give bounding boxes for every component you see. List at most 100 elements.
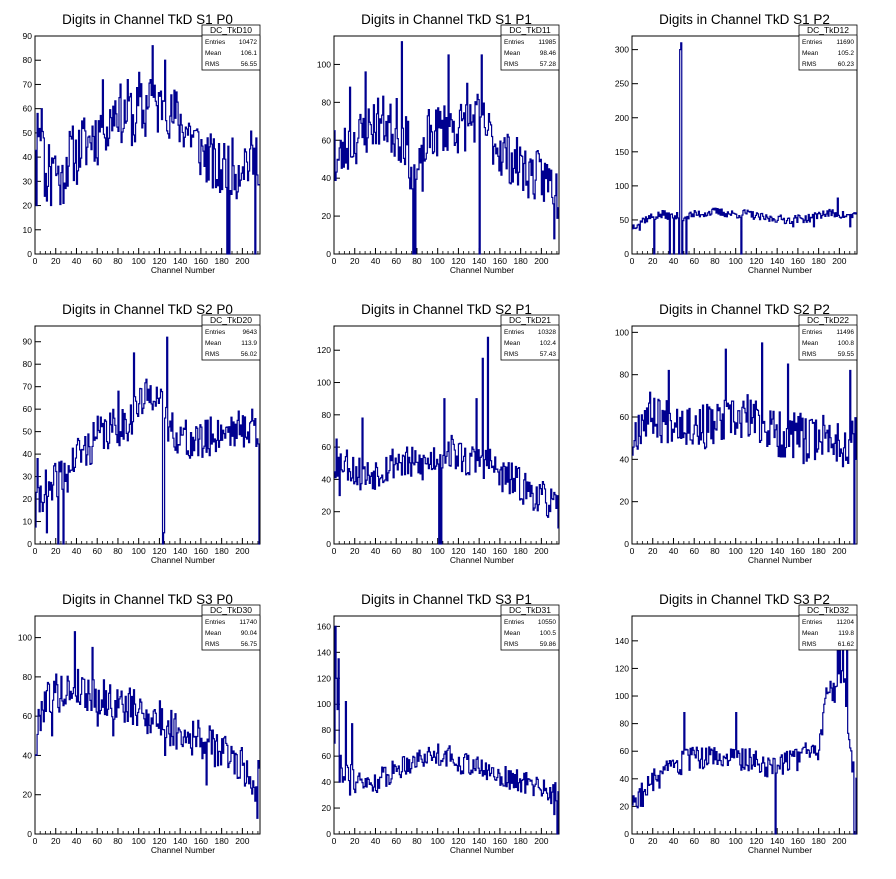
x-tick-label: 40 xyxy=(669,546,679,556)
x-tick-label: 140 xyxy=(770,546,784,556)
x-axis-label: Channel Number xyxy=(748,845,812,855)
x-tick-label: 200 xyxy=(832,256,846,266)
stats-label: Mean xyxy=(205,630,222,637)
x-tick-label: 20 xyxy=(648,546,658,556)
stats-box-frame xyxy=(201,24,261,71)
y-tick-label: 100 xyxy=(317,59,331,69)
x-tick-label: 100 xyxy=(729,836,743,846)
histogram-series-line xyxy=(632,342,857,545)
x-tick-label: 140 xyxy=(472,546,486,556)
stats-value: 10472 xyxy=(239,39,257,46)
x-tick-label: 100 xyxy=(431,256,445,266)
x-tick-label: 100 xyxy=(431,836,445,846)
stats-label: Entries xyxy=(802,619,823,626)
x-axis-label: Channel Number xyxy=(450,845,514,855)
x-tick-label: 200 xyxy=(235,836,249,846)
stats-box-frame xyxy=(500,604,560,651)
x-tick-label: 40 xyxy=(72,836,82,846)
histogram-panel-7: Digits in Channel TkD S3 P0 0 20 40 60 80 100 1… xyxy=(18,592,261,855)
y-tick-label: 90 xyxy=(23,337,33,347)
stats-value: 90.04 xyxy=(241,630,258,637)
x-tick-label: 0 xyxy=(630,836,635,846)
x-tick-label: 100 xyxy=(132,836,146,846)
y-tick-label: 100 xyxy=(615,181,629,191)
stats-value: 56.75 xyxy=(241,641,258,648)
y-tick-label: 20 xyxy=(23,790,33,800)
y-tick-label: 20 xyxy=(620,801,630,811)
x-tick-label: 60 xyxy=(689,836,699,846)
y-tick-label: 100 xyxy=(615,691,629,701)
stats-value: 102.4 xyxy=(540,340,557,347)
histogram-series-line xyxy=(334,41,559,255)
stats-label: RMS xyxy=(802,61,817,68)
x-tick-label: 160 xyxy=(194,836,208,846)
stats-value: 57.28 xyxy=(540,61,557,68)
chart-title: Digits in Channel TkD S1 P2 xyxy=(659,12,830,27)
y-tick-label: 250 xyxy=(615,79,629,89)
y-tick-label: 80 xyxy=(23,55,33,65)
x-tick-label: 200 xyxy=(534,256,548,266)
stats-histogram-name: DC_TkD30 xyxy=(210,605,252,615)
stats-label: Mean xyxy=(802,50,819,57)
histogram-series-line xyxy=(632,619,857,835)
plot-frame xyxy=(34,615,261,835)
stats-label: Mean xyxy=(504,50,521,57)
chart-title: Digits in Channel TkD S3 P0 xyxy=(62,592,233,607)
x-axis-label: Channel Number xyxy=(151,555,215,565)
histogram-series-line xyxy=(334,625,559,835)
chart-title: Digits in Channel TkD S1 P1 xyxy=(361,12,532,27)
x-tick-label: 160 xyxy=(493,546,507,556)
y-tick-label: 80 xyxy=(23,672,33,682)
histogram-panel-9: Digits in Channel TkD S3 P2 0 20 40 60 80 100 1… xyxy=(615,592,858,855)
x-tick-label: 80 xyxy=(412,256,422,266)
x-tick-label: 140 xyxy=(770,256,784,266)
histogram-panel-3: Digits in Channel TkD S1 P2 0 20 40 60 80 100 1… xyxy=(615,12,858,275)
x-tick-label: 100 xyxy=(431,546,445,556)
x-tick-label: 120 xyxy=(451,546,465,556)
y-tick-label: 40 xyxy=(23,449,33,459)
stats-box: DC_TkD20 Entries 9643 Mean 113.9 RMS 56.02 xyxy=(201,314,261,361)
y-tick-label: 120 xyxy=(317,673,331,683)
histogram-series-line xyxy=(35,631,260,819)
stats-label: Entries xyxy=(802,329,823,336)
stats-value: 61.62 xyxy=(838,641,855,648)
x-tick-label: 100 xyxy=(132,256,146,266)
stats-histogram-name: DC_TkD22 xyxy=(807,315,849,325)
x-tick-label: 180 xyxy=(812,256,826,266)
x-tick-label: 40 xyxy=(669,836,679,846)
stats-value: 98.46 xyxy=(540,50,557,57)
x-tick-label: 160 xyxy=(194,546,208,556)
stats-value: 59.55 xyxy=(838,351,855,358)
stats-value: 11204 xyxy=(836,619,854,626)
y-tick-label: 50 xyxy=(23,427,33,437)
histogram-series-line xyxy=(35,45,260,255)
stats-histogram-name: DC_TkD10 xyxy=(210,25,252,35)
stats-label: Mean xyxy=(205,340,222,347)
stats-label: Mean xyxy=(802,630,819,637)
x-tick-label: 40 xyxy=(371,546,381,556)
stats-label: RMS xyxy=(802,351,817,358)
stats-box: DC_TkD11 Entries 11985 Mean 98.46 RMS 57.28 xyxy=(500,24,560,71)
y-tick-label: 60 xyxy=(322,442,332,452)
plot-frame xyxy=(333,615,560,835)
x-tick-label: 200 xyxy=(534,836,548,846)
y-tick-label: 160 xyxy=(317,621,331,631)
stats-value: 106.1 xyxy=(241,50,258,57)
histogram-panel-8: Digits in Channel TkD S3 P1 0 20 40 60 80 100 1… xyxy=(317,592,560,855)
x-tick-label: 200 xyxy=(832,546,846,556)
stats-label: Mean xyxy=(205,50,222,57)
x-tick-label: 20 xyxy=(350,836,360,846)
x-axis-label: Channel Number xyxy=(450,265,514,275)
x-tick-label: 60 xyxy=(92,546,102,556)
x-tick-label: 40 xyxy=(669,256,679,266)
plot-frame xyxy=(631,325,858,545)
x-tick-label: 40 xyxy=(72,256,82,266)
histogram-series-line xyxy=(632,42,857,255)
histogram-panel-1: Digits in Channel TkD S1 P00 20 40 60 80 100 1… xyxy=(23,12,261,275)
y-tick-label: 120 xyxy=(615,663,629,673)
y-tick-label: 300 xyxy=(615,45,629,55)
x-tick-label: 20 xyxy=(51,546,61,556)
y-tick-label: 80 xyxy=(322,410,332,420)
chart-title: Digits in Channel TkD S2 P2 xyxy=(659,302,830,317)
x-tick-label: 60 xyxy=(689,256,699,266)
